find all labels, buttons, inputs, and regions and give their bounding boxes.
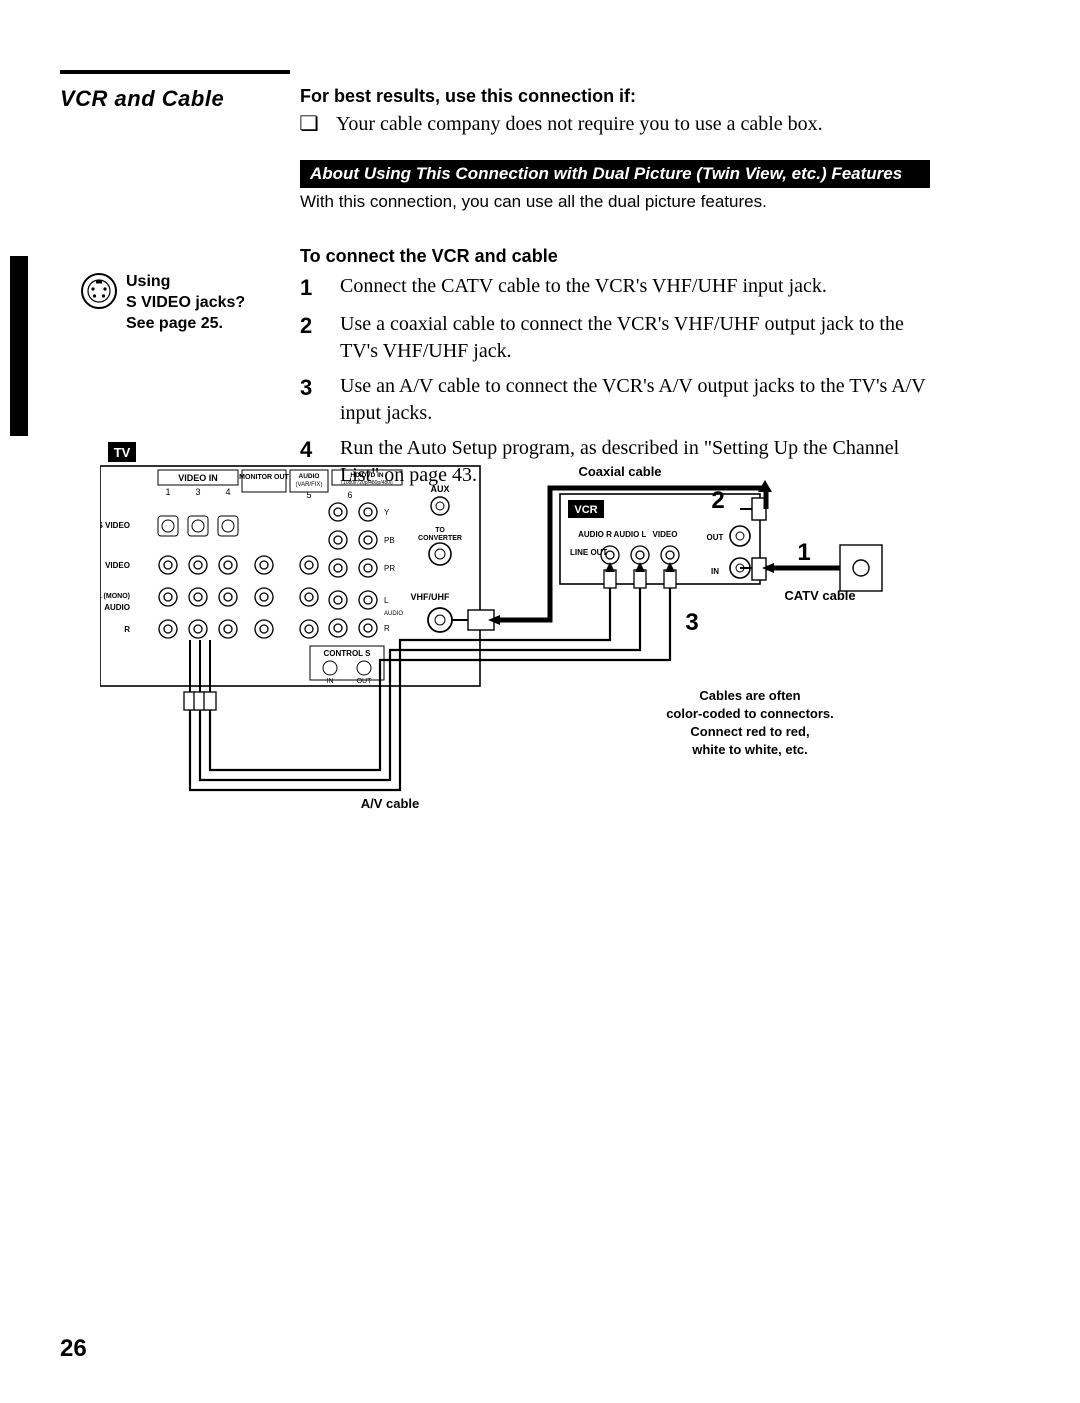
color-note-line: color-coded to connectors.: [666, 706, 834, 721]
color-note-line: white to white, etc.: [691, 742, 808, 757]
svideo-row: [158, 516, 238, 536]
label-r: R: [124, 625, 130, 634]
svg-text:CONVERTER: CONVERTER: [418, 535, 462, 542]
label-out-v: OUT: [707, 533, 724, 542]
side-note: Using S VIDEO jacks? See page 25.: [80, 272, 280, 334]
label-to-conv: TO: [435, 527, 445, 534]
label-monitor-out: MONITOR OUT: [239, 474, 289, 481]
label-video-in: VIDEO IN: [178, 473, 218, 483]
label-pb: PB: [384, 536, 395, 545]
rca-grid: [159, 556, 318, 638]
side-note-line: See page 25.: [126, 315, 223, 332]
label-audiol: AUDIO L: [614, 530, 647, 539]
label-audio: AUDIO: [104, 603, 130, 612]
coax-label: Coaxial cable: [578, 464, 661, 479]
label-audio-var: AUDIO: [299, 473, 320, 480]
step-text: Connect the CATV cable to the VCR's VHF/…: [340, 273, 827, 303]
section-rule: [60, 70, 290, 74]
connection-diagram: TV VIDEO IN 1 3 4 MONITOR OUT AUDIO (VAR…: [100, 440, 970, 820]
feature-bar-sub: With this connection, you can use all th…: [300, 192, 940, 212]
intro-bullet-row: ❏ Your cable company does not require yo…: [300, 113, 940, 136]
av-label: A/V cable: [361, 796, 420, 811]
bullet-icon: ❏: [299, 113, 319, 135]
label-aux: AUX: [430, 484, 449, 494]
step-item: 2 Use a coaxial cable to connect the VCR'…: [300, 311, 940, 365]
label-hd-dvd: HD/DVD IN: [350, 472, 384, 479]
tv-label: TV: [114, 445, 131, 460]
label-video-v: VIDEO: [653, 530, 678, 539]
coax-cable: Coaxial cable 2: [452, 464, 772, 630]
callout-2: 2: [711, 487, 724, 514]
page-number: 26: [60, 1335, 87, 1363]
col-4: 4: [225, 487, 230, 497]
intro-heading: For best results, use this connection if…: [300, 86, 940, 107]
label-in: IN: [327, 678, 334, 685]
connect-subhead: To connect the VCR and cable: [300, 246, 940, 267]
col-3: 3: [195, 487, 200, 497]
col-1: 1: [165, 487, 170, 497]
label-pr: PR: [384, 564, 395, 573]
label-vhfuhf: VHF/UHF: [411, 592, 450, 602]
callout-1: 1: [797, 539, 810, 566]
step-item: 3 Use an A/V cable to connect the VCR's A…: [300, 373, 940, 427]
step-num: 1: [300, 273, 318, 303]
step-num: 2: [300, 311, 318, 365]
feature-bar: About Using This Connection with Dual Pi…: [300, 160, 930, 188]
color-note: Cables are often color-coded to connecto…: [666, 688, 834, 757]
main-column: For best results, use this connection if…: [300, 86, 940, 497]
tv-panel: VIDEO IN 1 3 4 MONITOR OUT AUDIO (VAR/FI…: [100, 466, 480, 686]
svideo-jack-icon: [80, 272, 118, 310]
label-video: VIDEO: [105, 561, 130, 570]
step-text: Use an A/V cable to connect the VCR's A/…: [340, 373, 940, 427]
col-6: 6: [347, 490, 352, 500]
side-index-tab: [10, 256, 28, 436]
color-note-line: Cables are often: [699, 688, 800, 703]
step-item: 1 Connect the CATV cable to the VCR's VHF…: [300, 273, 940, 303]
svg-text:(1080i/720p/480p/480i): (1080i/720p/480p/480i): [341, 480, 393, 486]
step-num: 3: [300, 373, 318, 427]
label-lmono: L (MONO): [100, 593, 130, 600]
catv-cable: CATV cable 1: [740, 539, 882, 603]
svg-text:(VAR/FIX): (VAR/FIX): [296, 482, 323, 488]
vcr-panel: VCR AUDIO R AUDIO L VIDEO LINE OUT OUT I…: [560, 494, 760, 584]
label-out: OUT: [357, 678, 373, 685]
col-5: 5: [306, 490, 311, 500]
label-r2: R: [384, 624, 390, 633]
catv-label: CATV cable: [784, 588, 855, 603]
label-l: L: [384, 596, 389, 605]
label-in-v: IN: [711, 567, 719, 576]
vcr-label: VCR: [574, 504, 597, 516]
label-controls: CONTROL S: [324, 649, 372, 658]
svg-text:AUDIO: AUDIO: [384, 611, 403, 617]
label-y: Y: [384, 508, 390, 517]
label-audior: AUDIO R: [578, 530, 612, 539]
color-note-line: Connect red to red,: [690, 724, 809, 739]
side-note-text: Using S VIDEO jacks? See page 25.: [126, 272, 245, 334]
section-title: VCR and Cable: [60, 86, 224, 112]
intro-bullet-text: Your cable company does not require you …: [336, 113, 823, 136]
component-jacks: [329, 503, 377, 637]
label-svideo: S VIDEO: [100, 521, 130, 530]
side-note-line: S VIDEO jacks?: [126, 294, 245, 311]
callout-3: 3: [685, 609, 698, 636]
step-text: Use a coaxial cable to connect the VCR's…: [340, 311, 940, 365]
side-note-line: Using: [126, 273, 170, 290]
